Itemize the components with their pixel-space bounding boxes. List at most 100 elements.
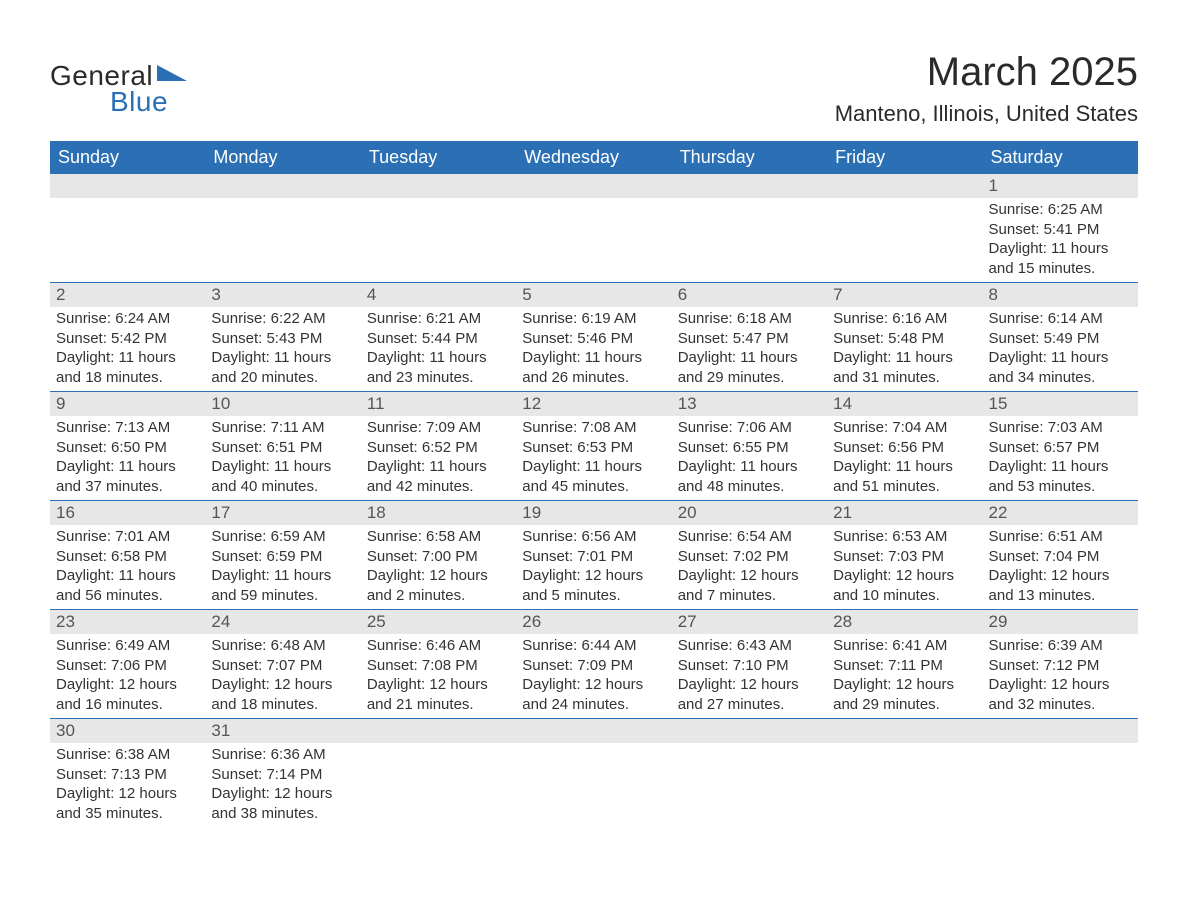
day-cell: 7Sunrise: 6:16 AMSunset: 5:48 PMDaylight… bbox=[827, 283, 982, 391]
sunset-text: Sunset: 7:12 PM bbox=[989, 656, 1132, 676]
sunset-text: Sunset: 6:57 PM bbox=[989, 438, 1132, 458]
sunrise-text: Sunrise: 7:06 AM bbox=[678, 418, 821, 438]
day-number: 30 bbox=[50, 719, 205, 743]
sunrise-text: Sunrise: 7:13 AM bbox=[56, 418, 199, 438]
week-row: 16Sunrise: 7:01 AMSunset: 6:58 PMDayligh… bbox=[50, 500, 1138, 609]
day-body: Sunrise: 6:14 AMSunset: 5:49 PMDaylight:… bbox=[983, 307, 1138, 391]
sunrise-text: Sunrise: 7:08 AM bbox=[522, 418, 665, 438]
daylight-text: Daylight: 11 hours and 40 minutes. bbox=[211, 457, 354, 496]
day-body: Sunrise: 6:53 AMSunset: 7:03 PMDaylight:… bbox=[827, 525, 982, 609]
day-number bbox=[516, 719, 671, 743]
day-cell: 6Sunrise: 6:18 AMSunset: 5:47 PMDaylight… bbox=[672, 283, 827, 391]
sunrise-text: Sunrise: 7:04 AM bbox=[833, 418, 976, 438]
sunset-text: Sunset: 7:08 PM bbox=[367, 656, 510, 676]
daylight-text: Daylight: 12 hours and 2 minutes. bbox=[367, 566, 510, 605]
day-cell bbox=[983, 719, 1138, 827]
day-number bbox=[361, 719, 516, 743]
sunset-text: Sunset: 6:52 PM bbox=[367, 438, 510, 458]
day-number: 21 bbox=[827, 501, 982, 525]
day-cell: 27Sunrise: 6:43 AMSunset: 7:10 PMDayligh… bbox=[672, 610, 827, 718]
day-body: Sunrise: 7:03 AMSunset: 6:57 PMDaylight:… bbox=[983, 416, 1138, 500]
sunset-text: Sunset: 6:53 PM bbox=[522, 438, 665, 458]
sunset-text: Sunset: 5:43 PM bbox=[211, 329, 354, 349]
daylight-text: Daylight: 11 hours and 48 minutes. bbox=[678, 457, 821, 496]
sunset-text: Sunset: 7:02 PM bbox=[678, 547, 821, 567]
week-row: 1Sunrise: 6:25 AMSunset: 5:41 PMDaylight… bbox=[50, 174, 1138, 282]
day-cell: 4Sunrise: 6:21 AMSunset: 5:44 PMDaylight… bbox=[361, 283, 516, 391]
day-cell: 2Sunrise: 6:24 AMSunset: 5:42 PMDaylight… bbox=[50, 283, 205, 391]
day-number bbox=[516, 174, 671, 198]
day-body bbox=[361, 743, 516, 749]
sunrise-text: Sunrise: 7:03 AM bbox=[989, 418, 1132, 438]
daylight-text: Daylight: 11 hours and 37 minutes. bbox=[56, 457, 199, 496]
day-body: Sunrise: 6:24 AMSunset: 5:42 PMDaylight:… bbox=[50, 307, 205, 391]
sunrise-text: Sunrise: 6:51 AM bbox=[989, 527, 1132, 547]
page-subtitle: Manteno, Illinois, United States bbox=[835, 101, 1138, 127]
day-body bbox=[516, 198, 671, 204]
daylight-text: Daylight: 11 hours and 31 minutes. bbox=[833, 348, 976, 387]
day-body: Sunrise: 6:18 AMSunset: 5:47 PMDaylight:… bbox=[672, 307, 827, 391]
weekday-header: Monday bbox=[205, 141, 360, 174]
day-cell bbox=[516, 719, 671, 827]
day-body: Sunrise: 6:59 AMSunset: 6:59 PMDaylight:… bbox=[205, 525, 360, 609]
day-body bbox=[516, 743, 671, 749]
sunrise-text: Sunrise: 6:53 AM bbox=[833, 527, 976, 547]
day-cell: 21Sunrise: 6:53 AMSunset: 7:03 PMDayligh… bbox=[827, 501, 982, 609]
day-number: 12 bbox=[516, 392, 671, 416]
daylight-text: Daylight: 12 hours and 13 minutes. bbox=[989, 566, 1132, 605]
sunset-text: Sunset: 7:09 PM bbox=[522, 656, 665, 676]
daylight-text: Daylight: 12 hours and 5 minutes. bbox=[522, 566, 665, 605]
sunrise-text: Sunrise: 6:38 AM bbox=[56, 745, 199, 765]
day-number bbox=[827, 719, 982, 743]
day-cell: 10Sunrise: 7:11 AMSunset: 6:51 PMDayligh… bbox=[205, 392, 360, 500]
day-number: 31 bbox=[205, 719, 360, 743]
day-body: Sunrise: 6:56 AMSunset: 7:01 PMDaylight:… bbox=[516, 525, 671, 609]
day-body: Sunrise: 6:25 AMSunset: 5:41 PMDaylight:… bbox=[983, 198, 1138, 282]
daylight-text: Daylight: 12 hours and 24 minutes. bbox=[522, 675, 665, 714]
day-number: 17 bbox=[205, 501, 360, 525]
day-cell: 1Sunrise: 6:25 AMSunset: 5:41 PMDaylight… bbox=[983, 174, 1138, 282]
daylight-text: Daylight: 12 hours and 32 minutes. bbox=[989, 675, 1132, 714]
day-cell: 12Sunrise: 7:08 AMSunset: 6:53 PMDayligh… bbox=[516, 392, 671, 500]
day-number: 14 bbox=[827, 392, 982, 416]
week-row: 23Sunrise: 6:49 AMSunset: 7:06 PMDayligh… bbox=[50, 609, 1138, 718]
daylight-text: Daylight: 11 hours and 34 minutes. bbox=[989, 348, 1132, 387]
daylight-text: Daylight: 11 hours and 45 minutes. bbox=[522, 457, 665, 496]
logo-text-blue: Blue bbox=[110, 86, 168, 118]
day-body: Sunrise: 6:36 AMSunset: 7:14 PMDaylight:… bbox=[205, 743, 360, 827]
weekday-header: Wednesday bbox=[516, 141, 671, 174]
day-number bbox=[361, 174, 516, 198]
day-body: Sunrise: 6:48 AMSunset: 7:07 PMDaylight:… bbox=[205, 634, 360, 718]
sunset-text: Sunset: 6:51 PM bbox=[211, 438, 354, 458]
sunrise-text: Sunrise: 6:49 AM bbox=[56, 636, 199, 656]
sunrise-text: Sunrise: 6:19 AM bbox=[522, 309, 665, 329]
daylight-text: Daylight: 12 hours and 29 minutes. bbox=[833, 675, 976, 714]
day-body bbox=[205, 198, 360, 204]
daylight-text: Daylight: 11 hours and 53 minutes. bbox=[989, 457, 1132, 496]
daylight-text: Daylight: 12 hours and 7 minutes. bbox=[678, 566, 821, 605]
day-body: Sunrise: 7:01 AMSunset: 6:58 PMDaylight:… bbox=[50, 525, 205, 609]
day-number: 24 bbox=[205, 610, 360, 634]
sunset-text: Sunset: 7:13 PM bbox=[56, 765, 199, 785]
day-body bbox=[672, 198, 827, 204]
weekday-header: Saturday bbox=[983, 141, 1138, 174]
sunrise-text: Sunrise: 6:41 AM bbox=[833, 636, 976, 656]
day-number: 2 bbox=[50, 283, 205, 307]
weekday-header: Sunday bbox=[50, 141, 205, 174]
day-body bbox=[672, 743, 827, 749]
sunset-text: Sunset: 6:56 PM bbox=[833, 438, 976, 458]
sunset-text: Sunset: 7:00 PM bbox=[367, 547, 510, 567]
day-number: 28 bbox=[827, 610, 982, 634]
day-cell: 15Sunrise: 7:03 AMSunset: 6:57 PMDayligh… bbox=[983, 392, 1138, 500]
daylight-text: Daylight: 12 hours and 10 minutes. bbox=[833, 566, 976, 605]
day-cell: 8Sunrise: 6:14 AMSunset: 5:49 PMDaylight… bbox=[983, 283, 1138, 391]
week-row: 30Sunrise: 6:38 AMSunset: 7:13 PMDayligh… bbox=[50, 718, 1138, 827]
day-body: Sunrise: 7:09 AMSunset: 6:52 PMDaylight:… bbox=[361, 416, 516, 500]
calendar: SundayMondayTuesdayWednesdayThursdayFrid… bbox=[50, 141, 1138, 827]
day-number: 23 bbox=[50, 610, 205, 634]
day-cell bbox=[361, 174, 516, 282]
day-cell: 24Sunrise: 6:48 AMSunset: 7:07 PMDayligh… bbox=[205, 610, 360, 718]
day-body: Sunrise: 6:21 AMSunset: 5:44 PMDaylight:… bbox=[361, 307, 516, 391]
day-body: Sunrise: 6:22 AMSunset: 5:43 PMDaylight:… bbox=[205, 307, 360, 391]
day-cell bbox=[827, 174, 982, 282]
